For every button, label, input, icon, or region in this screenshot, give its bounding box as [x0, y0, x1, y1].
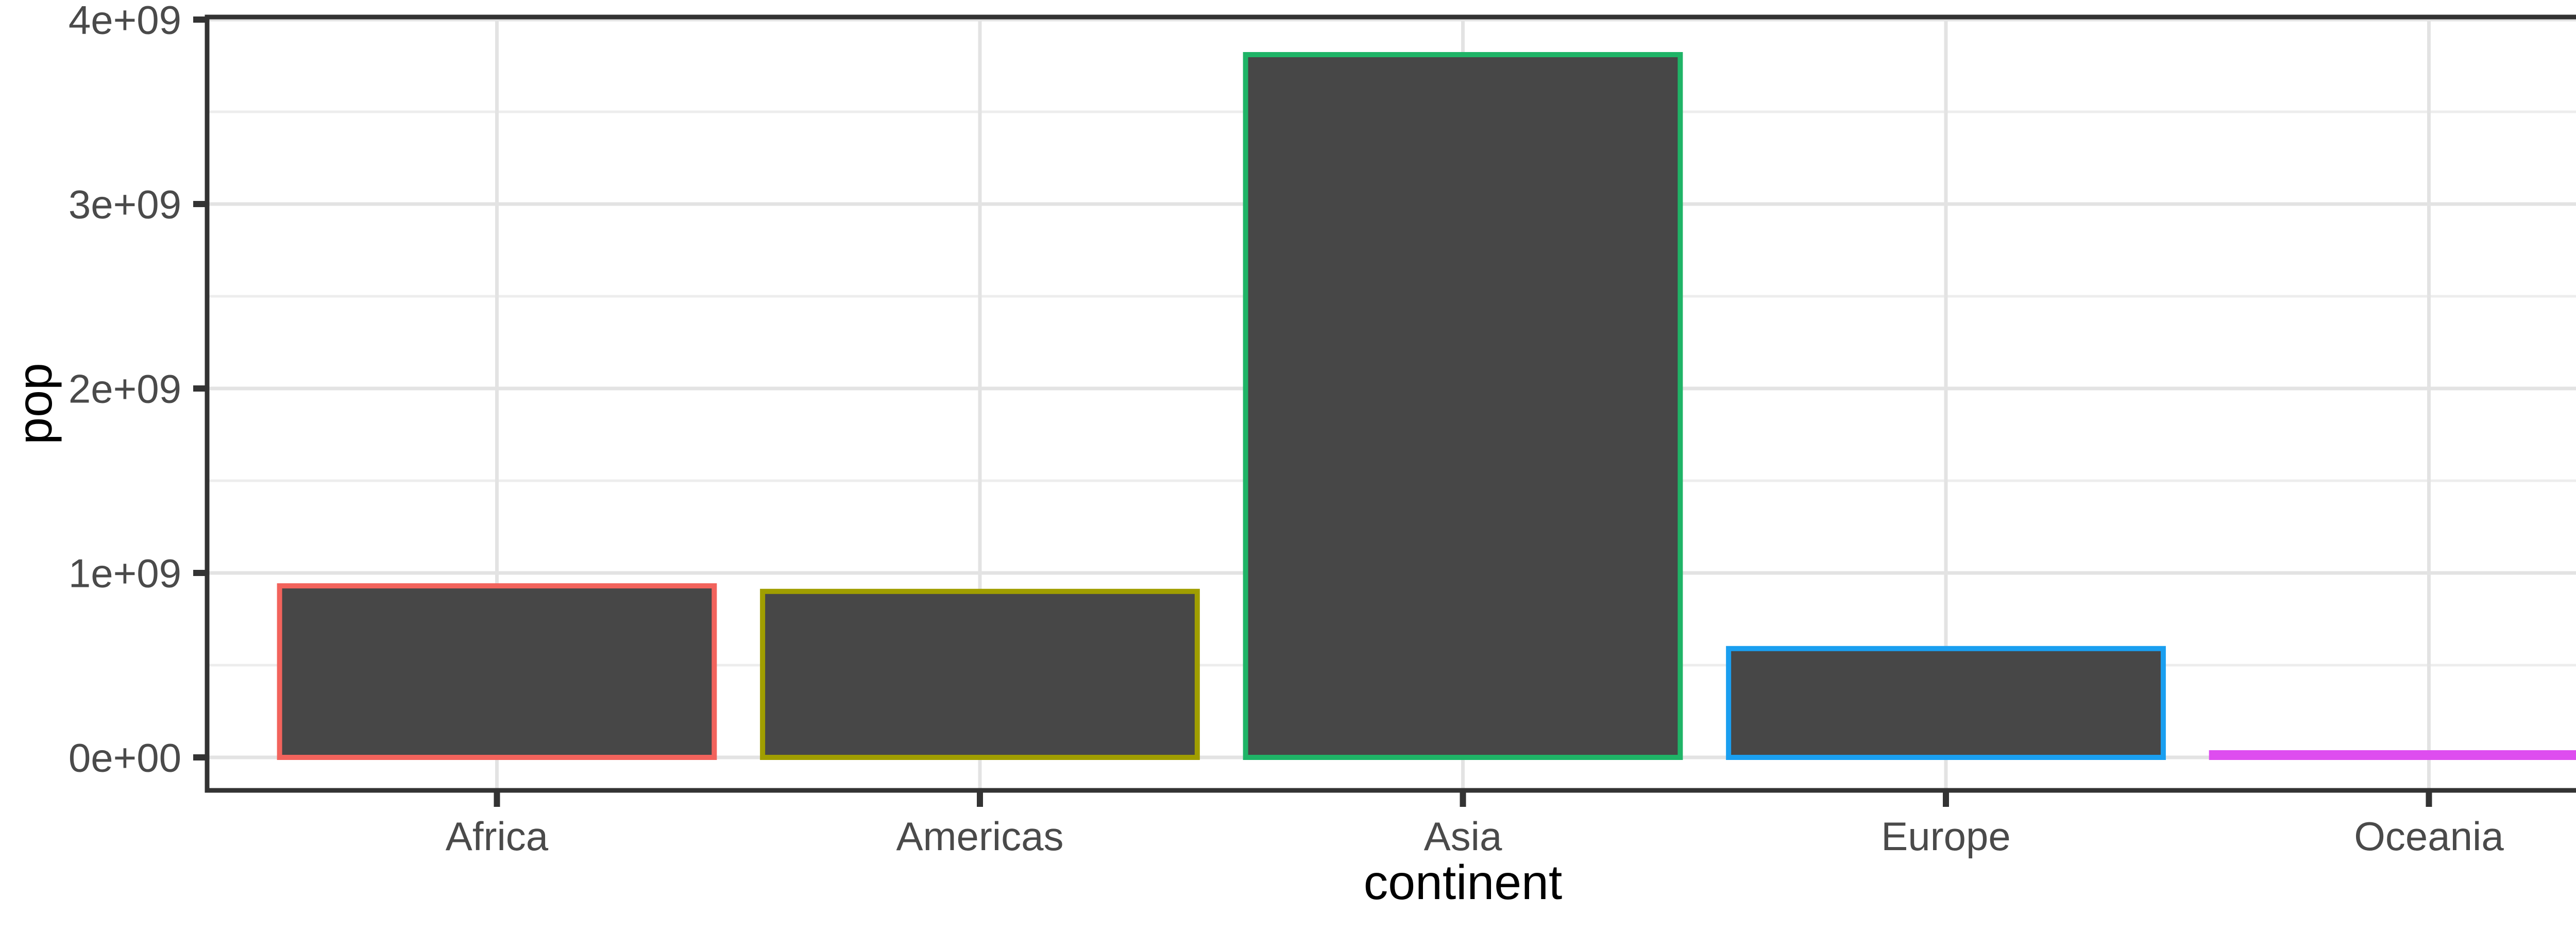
- y-tick-label: 2e+09: [69, 366, 181, 411]
- bars: [277, 52, 2576, 760]
- y-tick-label: 4e+09: [69, 0, 181, 42]
- y-axis-ticks: [193, 16, 207, 760]
- x-tick-label-asia: Asia: [1424, 814, 1502, 859]
- x-tick-label-americas: Americas: [896, 814, 1063, 859]
- y-axis-title: pop: [8, 363, 62, 445]
- x-axis-title: continent: [1364, 855, 1563, 910]
- y-axis-tick-labels: 0e+00 1e+09 2e+09 3e+09 4e+09: [69, 0, 181, 780]
- x-axis-ticks: [494, 790, 2432, 807]
- x-tick-label-oceania: Oceania: [2354, 814, 2504, 859]
- bar-asia: [1243, 52, 1683, 760]
- y-tick-label: 3e+09: [69, 181, 181, 227]
- y-tick-label: 1e+09: [69, 550, 181, 596]
- bar-americas: [760, 588, 1200, 760]
- x-tick-label-europe: Europe: [1881, 814, 2011, 859]
- x-axis-tick-labels: Africa Americas Asia Europe Oceania: [446, 814, 2504, 859]
- bar-africa: [277, 583, 717, 760]
- x-tick-label-africa: Africa: [446, 814, 549, 859]
- bar-europe: [1726, 646, 2166, 760]
- y-tick-label: 0e+00: [69, 735, 181, 780]
- bar-oceania: [2209, 750, 2576, 760]
